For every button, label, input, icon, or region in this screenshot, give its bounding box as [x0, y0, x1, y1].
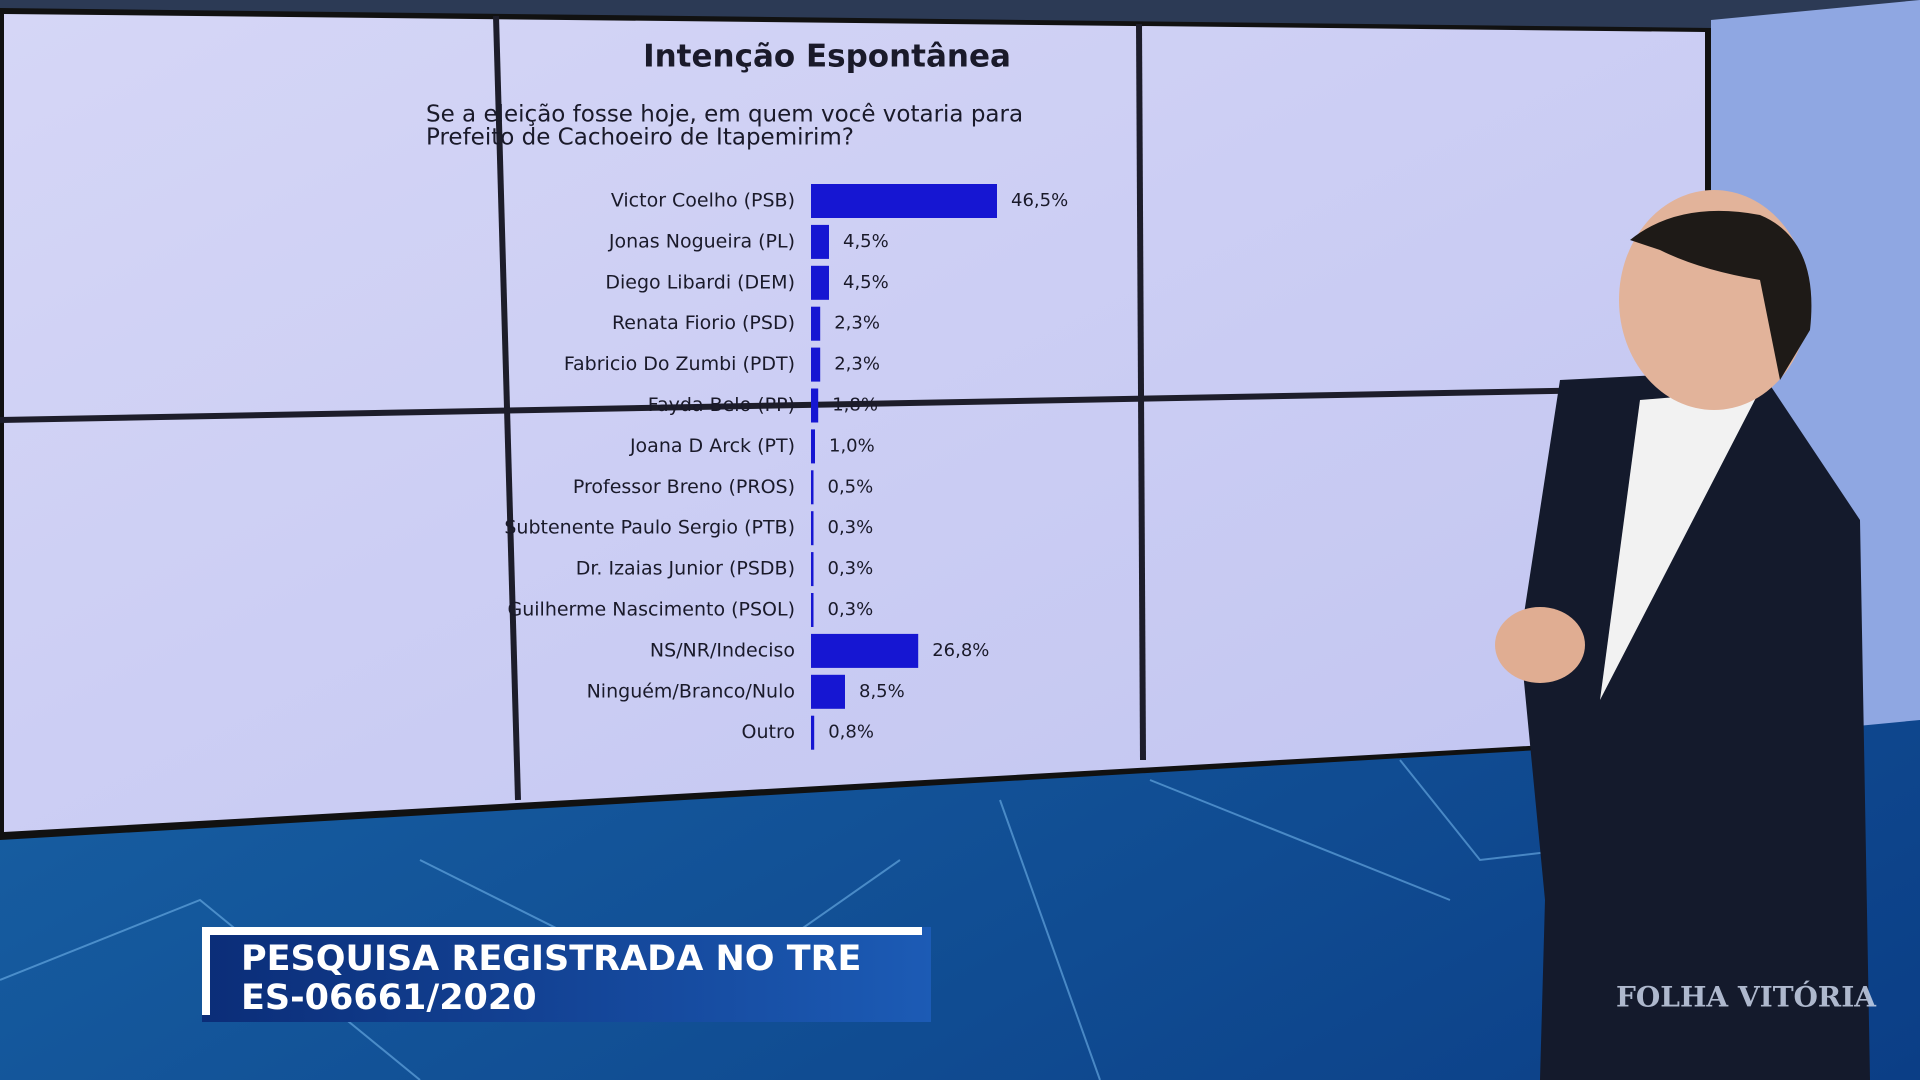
- lower-third-accent: [202, 927, 922, 935]
- category-label: Guilherme Nascimento (PSOL): [508, 599, 796, 621]
- video-wall: [4, 14, 1705, 832]
- bar: [811, 265, 829, 300]
- category-label: Fayda Belo (PP): [648, 394, 795, 416]
- lower-third-accent: [202, 927, 210, 1015]
- bar: [811, 224, 829, 259]
- bar: [811, 347, 821, 382]
- bar: [811, 470, 814, 505]
- value-label: 46,5%: [1011, 190, 1068, 211]
- category-label: Outro: [742, 721, 795, 743]
- category-label: Ninguém/Branco/Nulo: [587, 680, 795, 702]
- lower-third: [202, 927, 931, 1022]
- category-label: Joana D Arck (PT): [629, 435, 795, 457]
- bar: [811, 674, 845, 709]
- bar: [811, 306, 821, 341]
- chart-subtitle: Prefeito de Cachoeiro de Itapemirim?: [426, 125, 854, 151]
- bar: [811, 429, 815, 464]
- value-label: 0,3%: [828, 517, 874, 538]
- value-label: 26,8%: [932, 640, 989, 661]
- category-label: Diego Libardi (DEM): [605, 271, 795, 293]
- category-label: Victor Coelho (PSB): [611, 190, 795, 212]
- category-label: Dr. Izaias Junior (PSDB): [576, 558, 795, 580]
- value-label: 8,5%: [859, 681, 905, 702]
- bar-chart: Victor Coelho (PSB) 46,5% Jonas Nogueira (…: [504, 184, 1068, 750]
- value-label: 0,5%: [828, 476, 874, 497]
- value-label: 2,3%: [834, 313, 880, 334]
- category-label: Renata Fiorio (PSD): [612, 312, 795, 334]
- bar: [811, 593, 814, 627]
- category-label: Jonas Nogueira (PL): [608, 230, 795, 252]
- chart-subtitle: Se a eleição fosse hoje, em quem você vo…: [426, 102, 1023, 128]
- value-label: 0,8%: [828, 722, 874, 743]
- bar: [811, 184, 997, 218]
- category-label: Professor Breno (PROS): [573, 476, 795, 498]
- category-label: Subtenente Paulo Sergio (PTB): [504, 517, 795, 539]
- bar: [811, 552, 814, 587]
- bar: [811, 715, 815, 750]
- value-label: 2,3%: [834, 354, 880, 375]
- lower-third-text: PESQUISA REGISTRADA NO TRE: [241, 939, 861, 979]
- screen-seams: [0, 15, 1712, 801]
- value-label: 0,3%: [828, 599, 874, 620]
- bar: [811, 633, 919, 668]
- value-label: 1,0%: [829, 435, 875, 456]
- lower-third-text: ES-06661/2020: [241, 978, 537, 1018]
- value-label: 0,3%: [828, 558, 874, 579]
- bar: [811, 511, 814, 546]
- category-label: Fabricio Do Zumbi (PDT): [564, 353, 795, 375]
- bar: [811, 388, 819, 423]
- value-label: 4,5%: [843, 272, 889, 293]
- value-label: 4,5%: [843, 231, 889, 252]
- logo: FOLHA VITÓRIA: [1616, 980, 1877, 1014]
- value-label: 1,8%: [832, 395, 878, 416]
- chart-title: Intenção Espontânea: [643, 39, 1011, 75]
- category-label: NS/NR/Indeciso: [650, 639, 795, 661]
- presenter: [1495, 190, 1870, 1080]
